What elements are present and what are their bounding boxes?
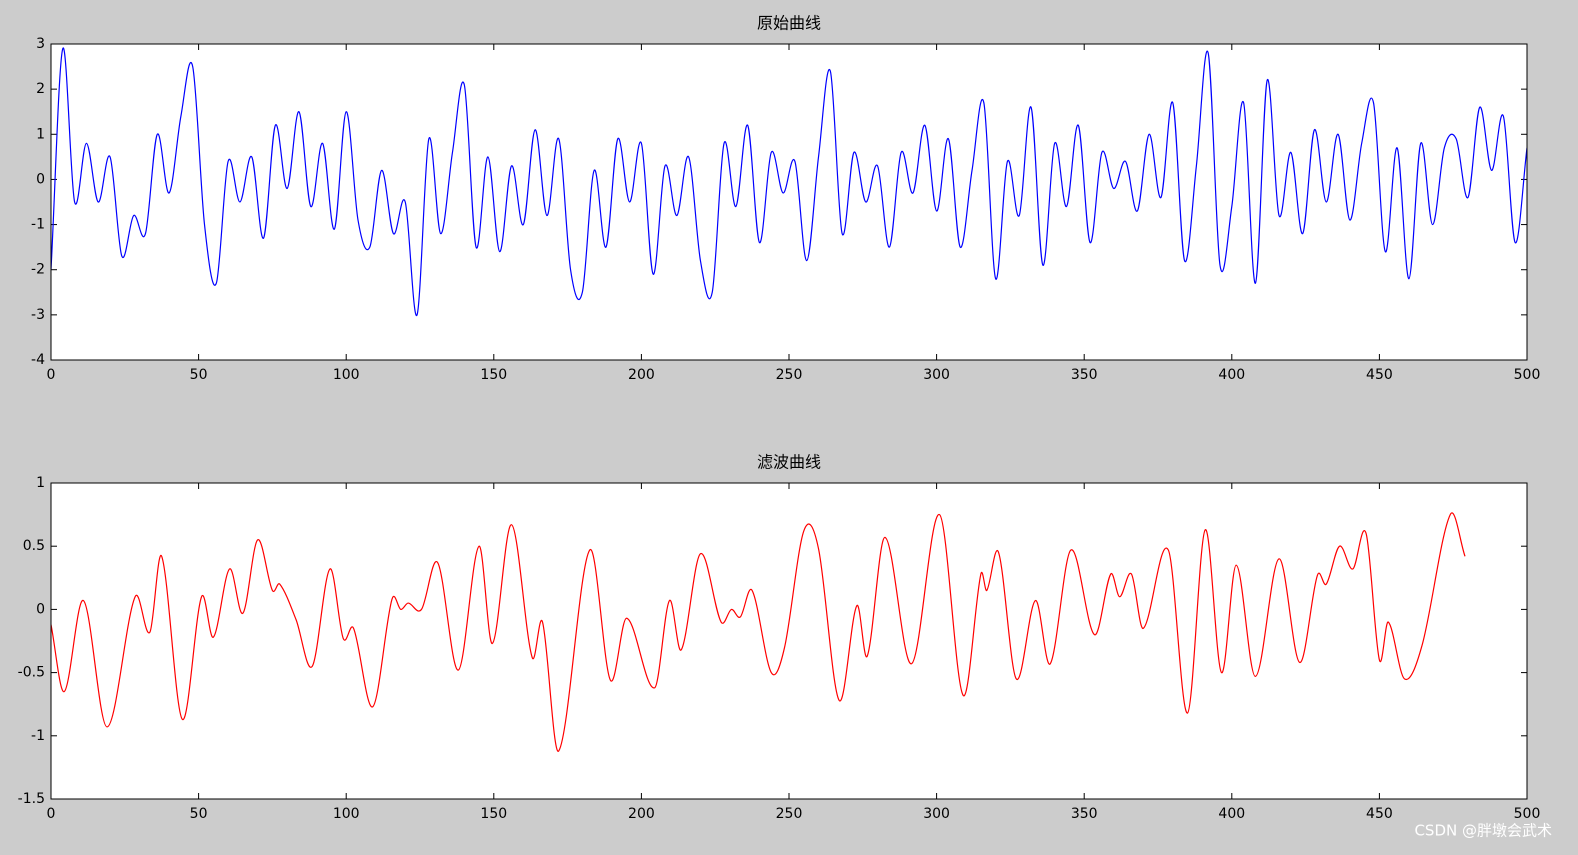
x-tick-label: 300 [923, 806, 950, 822]
x-tick-label: 200 [628, 367, 655, 383]
y-tick-label: -2 [31, 262, 45, 278]
y-tick-label: 1 [36, 475, 45, 491]
x-tick-label: 500 [1514, 806, 1541, 822]
chart-title: 滤波曲线 [757, 453, 821, 472]
data-line [51, 512, 1466, 752]
x-tick-label: 150 [480, 367, 507, 383]
x-tick-label: 450 [1366, 806, 1393, 822]
y-tick-label: -0.5 [18, 665, 45, 681]
x-tick-label: 200 [628, 806, 655, 822]
chart-title: 原始曲线 [757, 14, 821, 33]
y-tick-label: 0 [36, 171, 45, 187]
y-tick-label: 0 [36, 601, 45, 617]
x-tick-label: 350 [1071, 806, 1098, 822]
x-tick-label: 400 [1218, 806, 1245, 822]
x-tick-label: 0 [47, 806, 56, 822]
y-tick-label: 2 [36, 81, 45, 97]
data-line [51, 47, 1527, 316]
y-tick-label: -1 [31, 728, 45, 744]
plot-frame [50, 43, 1528, 361]
y-tick-label: 1 [36, 126, 45, 142]
y-tick-label: -1 [31, 217, 45, 233]
y-tick-label: -3 [31, 307, 45, 323]
x-tick-label: 50 [190, 806, 208, 822]
x-tick-label: 100 [333, 367, 360, 383]
x-tick-label: 500 [1514, 367, 1541, 383]
x-tick-label: 450 [1366, 367, 1393, 383]
x-tick-label: 0 [47, 367, 56, 383]
watermark: CSDN @胖墩会武术 [1414, 822, 1552, 840]
x-tick-label: 250 [776, 806, 803, 822]
plot-area [51, 44, 1527, 360]
x-tick-label: 350 [1071, 367, 1098, 383]
y-tick-label: 3 [36, 36, 45, 52]
x-tick-label: 150 [480, 806, 507, 822]
plot-area [51, 483, 1527, 799]
y-tick-label: 0.5 [23, 538, 45, 554]
y-tick-label: -1.5 [18, 791, 45, 807]
x-tick-label: 250 [776, 367, 803, 383]
x-tick-label: 300 [923, 367, 950, 383]
x-tick-label: 400 [1218, 367, 1245, 383]
x-tick-label: 50 [190, 367, 208, 383]
x-tick-label: 100 [333, 806, 360, 822]
plot-frame [50, 482, 1528, 800]
y-tick-label: -4 [31, 352, 45, 368]
